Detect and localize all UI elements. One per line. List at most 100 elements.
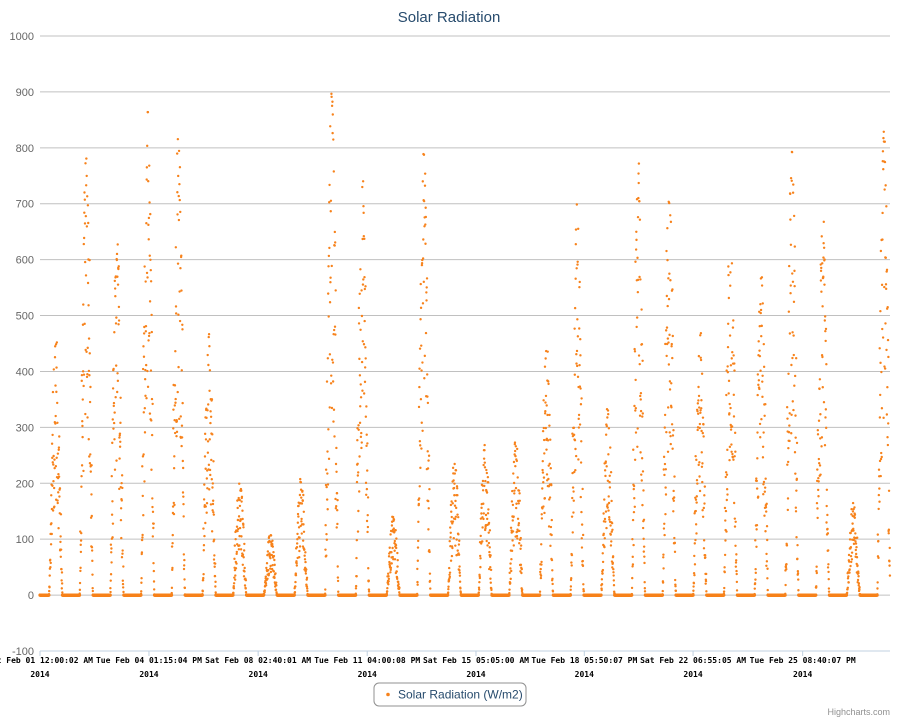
data-point [298,556,301,559]
data-point [519,563,523,567]
data-point [454,499,457,503]
data-point [700,407,703,410]
data-point [696,482,699,485]
data-point [663,426,666,429]
data-point [50,442,54,445]
data-point [86,204,90,207]
data-point [754,571,757,575]
data-point [269,567,272,570]
data-point [791,280,795,283]
data-point [234,574,237,577]
data-point [91,589,95,593]
data-point [795,535,798,539]
data-point [512,481,516,485]
data-point [822,246,826,249]
data-point [336,522,339,526]
data-point [879,309,882,313]
data-point [631,576,634,580]
data-point [733,369,736,372]
data-point [58,487,62,490]
data-point [83,211,86,214]
data-point [262,593,266,596]
data-point [243,570,246,573]
data-point [202,527,205,530]
data-point [574,468,577,472]
data-point [515,447,519,451]
x-tick-label: Tue Feb 04 01:15:04 PM [96,656,202,665]
data-point [820,235,823,238]
data-point [203,483,206,486]
data-point [204,521,207,525]
data-point [115,258,119,262]
data-point [516,537,519,540]
data-point [238,544,241,547]
data-point [698,426,701,430]
data-point [880,451,883,455]
data-point [634,431,638,434]
data-point [79,550,83,554]
data-point [857,575,860,578]
data-point [849,564,852,568]
data-point [550,483,553,487]
data-point [582,583,585,586]
data-point [639,392,643,395]
data-point [579,403,583,406]
data-point [816,516,819,520]
data-point [425,286,428,289]
data-point [571,531,574,534]
data-point [726,448,729,452]
data-point [876,533,880,536]
data-point [551,577,554,581]
data-point [91,573,94,576]
data-point [78,581,82,585]
data-point [454,515,458,518]
data-point [48,589,51,593]
data-point [329,199,333,202]
data-point [175,430,179,434]
data-point [181,491,185,494]
chart-title: Solar Radiation [398,9,501,26]
data-point [672,429,675,432]
data-point [825,504,828,508]
data-point [180,424,184,427]
data-point [455,485,459,488]
data-point [513,441,517,444]
data-point [569,588,572,592]
data-point [662,567,665,570]
data-point [451,502,454,505]
data-point [851,501,855,505]
data-point [361,340,364,343]
data-point [547,380,550,383]
data-point [177,365,180,369]
data-point [358,374,362,377]
data-point [367,588,371,591]
data-point [577,413,581,417]
data-point [90,546,94,549]
data-point [458,580,462,583]
data-point [695,532,698,535]
data-point [206,409,209,412]
data-point [80,485,83,488]
data-point [821,355,824,359]
data-point [631,518,635,522]
data-point [855,536,859,539]
data-point [700,372,704,375]
data-point [489,581,492,584]
data-point [178,319,182,323]
data-point [363,366,367,369]
data-point [306,587,309,590]
data-point [110,474,113,478]
data-point [114,364,118,367]
data-point [511,539,514,542]
data-point [298,493,302,497]
data-point [482,457,486,460]
data-point [146,276,149,279]
data-point [637,278,640,282]
data-point [792,334,795,337]
data-point [183,578,186,581]
data-point [855,545,858,549]
data-point [178,417,181,421]
data-point [818,378,822,381]
data-point [580,537,583,540]
data-point [396,551,399,555]
